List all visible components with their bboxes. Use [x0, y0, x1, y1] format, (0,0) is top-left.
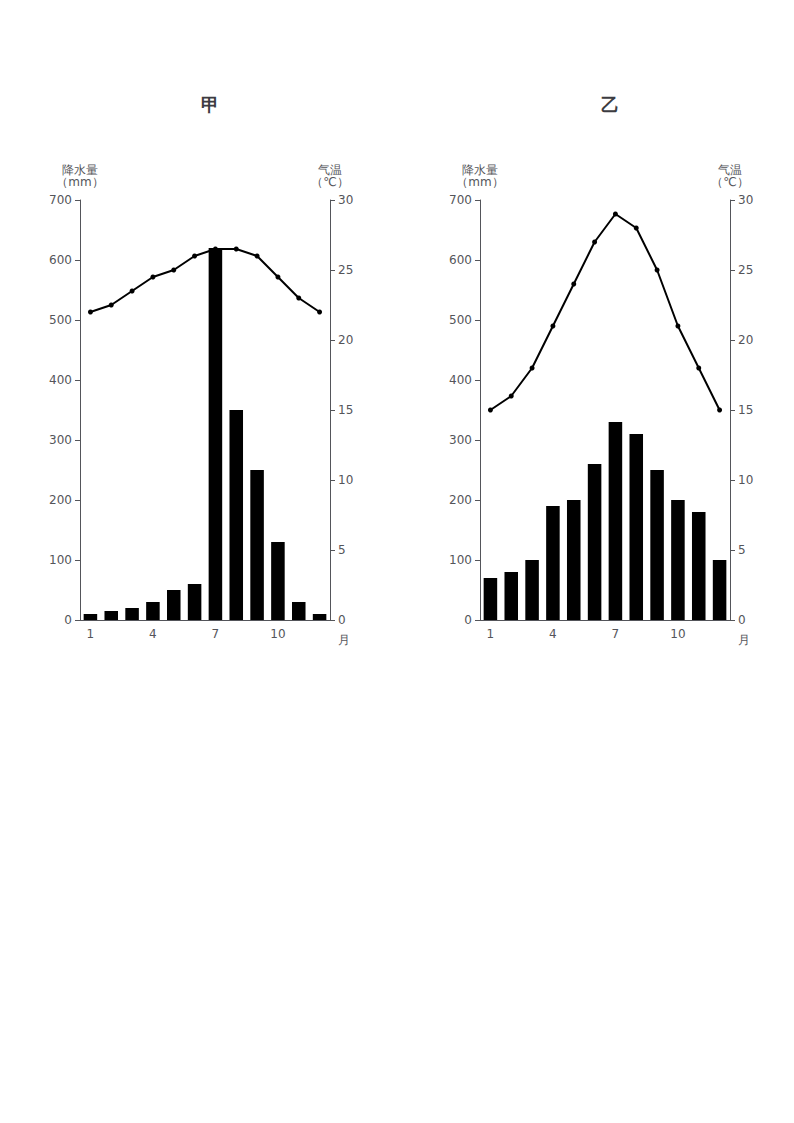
svg-text:4: 4 — [149, 627, 157, 641]
svg-text:5: 5 — [338, 543, 346, 557]
svg-text:月: 月 — [338, 633, 350, 647]
svg-text:15: 15 — [338, 403, 353, 417]
svg-text:0: 0 — [464, 613, 472, 627]
svg-text:（mm）: （mm） — [56, 175, 103, 189]
svg-text:5: 5 — [738, 543, 746, 557]
svg-text:15: 15 — [738, 403, 753, 417]
svg-text:（℃）: （℃） — [711, 175, 748, 189]
svg-text:500: 500 — [49, 313, 72, 327]
svg-text:降水量: 降水量 — [462, 163, 498, 177]
svg-text:7: 7 — [212, 627, 220, 641]
svg-text:降水量: 降水量 — [62, 163, 98, 177]
svg-text:1: 1 — [87, 627, 95, 641]
svg-text:300: 300 — [49, 433, 72, 447]
svg-text:气温: 气温 — [718, 163, 742, 177]
svg-text:气温: 气温 — [318, 163, 342, 177]
svg-text:0: 0 — [64, 613, 72, 627]
svg-text:10: 10 — [738, 473, 753, 487]
svg-text:4: 4 — [549, 627, 557, 641]
svg-text:0: 0 — [738, 613, 746, 627]
svg-text:甲: 甲 — [201, 94, 219, 115]
svg-text:200: 200 — [449, 493, 472, 507]
svg-text:600: 600 — [449, 253, 472, 267]
svg-text:月: 月 — [738, 633, 750, 647]
svg-text:600: 600 — [49, 253, 72, 267]
svg-text:100: 100 — [449, 553, 472, 567]
svg-text:25: 25 — [338, 263, 353, 277]
svg-text:乙: 乙 — [601, 94, 619, 115]
svg-text:20: 20 — [738, 333, 753, 347]
svg-text:10: 10 — [670, 627, 685, 641]
svg-text:7: 7 — [612, 627, 620, 641]
svg-text:1: 1 — [487, 627, 495, 641]
svg-text:0: 0 — [338, 613, 346, 627]
svg-text:300: 300 — [449, 433, 472, 447]
svg-text:30: 30 — [338, 193, 353, 207]
svg-text:100: 100 — [49, 553, 72, 567]
svg-text:700: 700 — [449, 193, 472, 207]
svg-text:400: 400 — [49, 373, 72, 387]
svg-text:25: 25 — [738, 263, 753, 277]
svg-text:（mm）: （mm） — [456, 175, 503, 189]
svg-text:10: 10 — [270, 627, 285, 641]
svg-text:200: 200 — [49, 493, 72, 507]
svg-text:400: 400 — [449, 373, 472, 387]
svg-text:（℃）: （℃） — [311, 175, 348, 189]
svg-text:10: 10 — [338, 473, 353, 487]
svg-text:500: 500 — [449, 313, 472, 327]
svg-text:30: 30 — [738, 193, 753, 207]
svg-text:700: 700 — [49, 193, 72, 207]
svg-text:20: 20 — [338, 333, 353, 347]
